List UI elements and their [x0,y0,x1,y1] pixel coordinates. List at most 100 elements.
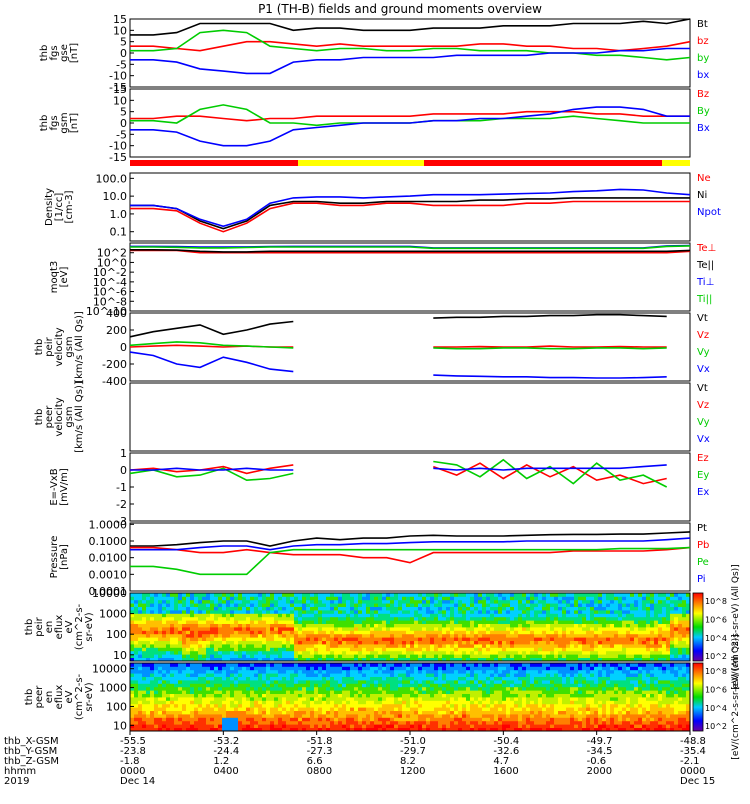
spectrogram-cell [458,651,462,655]
spectrogram-cell [506,654,510,658]
spectrogram-cell [450,714,454,718]
spectrogram-cell [250,673,254,677]
spectrogram-cell [346,596,350,600]
spectrogram-cell [550,651,554,655]
spectrogram-cell [630,613,634,617]
spectrogram-cell [466,704,470,708]
spectrogram-cell [602,641,606,645]
spectrogram-cell [478,673,482,677]
spectrogram-cell [410,670,414,674]
spectrogram-cell [190,724,194,728]
spectrogram-cell [422,694,426,698]
spectrogram-cell [326,687,330,691]
spectrogram-cell [522,697,526,701]
spectrogram-cell [154,603,158,607]
spectrogram-cell [494,663,498,667]
spectrogram-cell [226,627,230,631]
spectrogram-cell [450,690,454,694]
spectrogram-cell [634,617,638,621]
spectrogram-cell [358,617,362,621]
spectrogram-cell [586,613,590,617]
spectrogram-cell [482,724,486,728]
spectrogram-cell [438,687,442,691]
spectrogram-cell [202,634,206,638]
spectrogram-cell [354,673,358,677]
spectrogram-cell [518,637,522,641]
spectrogram-cell [514,644,518,648]
spectrogram-cell [406,617,410,621]
spectrogram-cell [382,641,386,645]
spectrogram-cell [446,677,450,681]
spectrogram-cell [322,617,326,621]
spectrogram-cell [634,644,638,648]
spectrogram-cell [618,630,622,634]
spectrogram-cell [330,680,334,684]
spectrogram-cell [262,641,266,645]
spectrogram-cell [622,627,626,631]
spectrogram-cell [434,683,438,687]
spectrogram-cell [614,613,618,617]
spectrogram-cell [426,721,430,725]
spectrogram-cell [634,627,638,631]
spectrogram-cell [318,617,322,621]
spectrogram-cell [494,641,498,645]
spectrogram-cell [422,707,426,711]
spectrogram-cell [566,647,570,651]
spectrogram-cell [274,704,278,708]
spectrogram-cell [398,627,402,631]
spectrogram-cell [646,651,650,655]
spectrogram-cell [598,627,602,631]
spectrogram-cell [366,700,370,704]
spectrogram-cell [242,627,246,631]
spectrogram-cell [546,651,550,655]
spectrogram-cell [474,644,478,648]
spectrogram-cell [650,627,654,631]
spectrogram-cell [266,724,270,728]
spectrogram-cell [194,647,198,651]
spectrogram-cell [330,644,334,648]
spectrogram-cell [462,637,466,641]
spectrogram-cell [302,607,306,611]
spectrogram-cell [286,613,290,617]
spectrogram-cell [330,704,334,708]
spectrogram-cell [282,603,286,607]
spectrogram-cell [294,613,298,617]
spectrogram-cell [394,690,398,694]
spectrogram-cell [454,647,458,651]
spectrogram-cell [614,603,618,607]
spectrogram-cell [398,707,402,711]
spectrogram-cell [306,711,310,715]
spectrogram-cell [342,627,346,631]
spectrogram-cell [358,644,362,648]
spectrogram-cell [150,603,154,607]
spectrogram-cell [434,647,438,651]
spectrogram-cell [342,654,346,658]
spectrogram-cell [434,677,438,681]
spectrogram-cell [402,600,406,604]
spectrogram-cell [386,697,390,701]
spectrogram-cell [214,617,218,621]
spectrogram-cell [630,620,634,624]
spectrogram-cell [182,596,186,600]
spectrogram-cell [374,666,378,670]
spectrogram-cell [218,593,222,597]
spectrogram-cell [146,694,150,698]
spectrogram-cell [322,607,326,611]
spectrogram-cell [350,613,354,617]
spectrogram-cell [462,687,466,691]
spectrogram-cell [246,613,250,617]
spectrogram-cell [382,593,386,597]
spectrogram-cell [662,603,666,607]
spectrogram-cell [626,610,630,614]
spectrogram-cell [622,620,626,624]
spectrogram-cell [674,654,678,658]
spectrogram-cell [386,613,390,617]
spectrogram-cell [166,670,170,674]
spectrogram-cell [434,607,438,611]
spectrogram-cell [398,600,402,604]
spectrogram-cell [462,663,466,667]
spectrogram-cell [434,630,438,634]
spectrogram-cell [526,644,530,648]
spectrogram-cell [162,707,166,711]
